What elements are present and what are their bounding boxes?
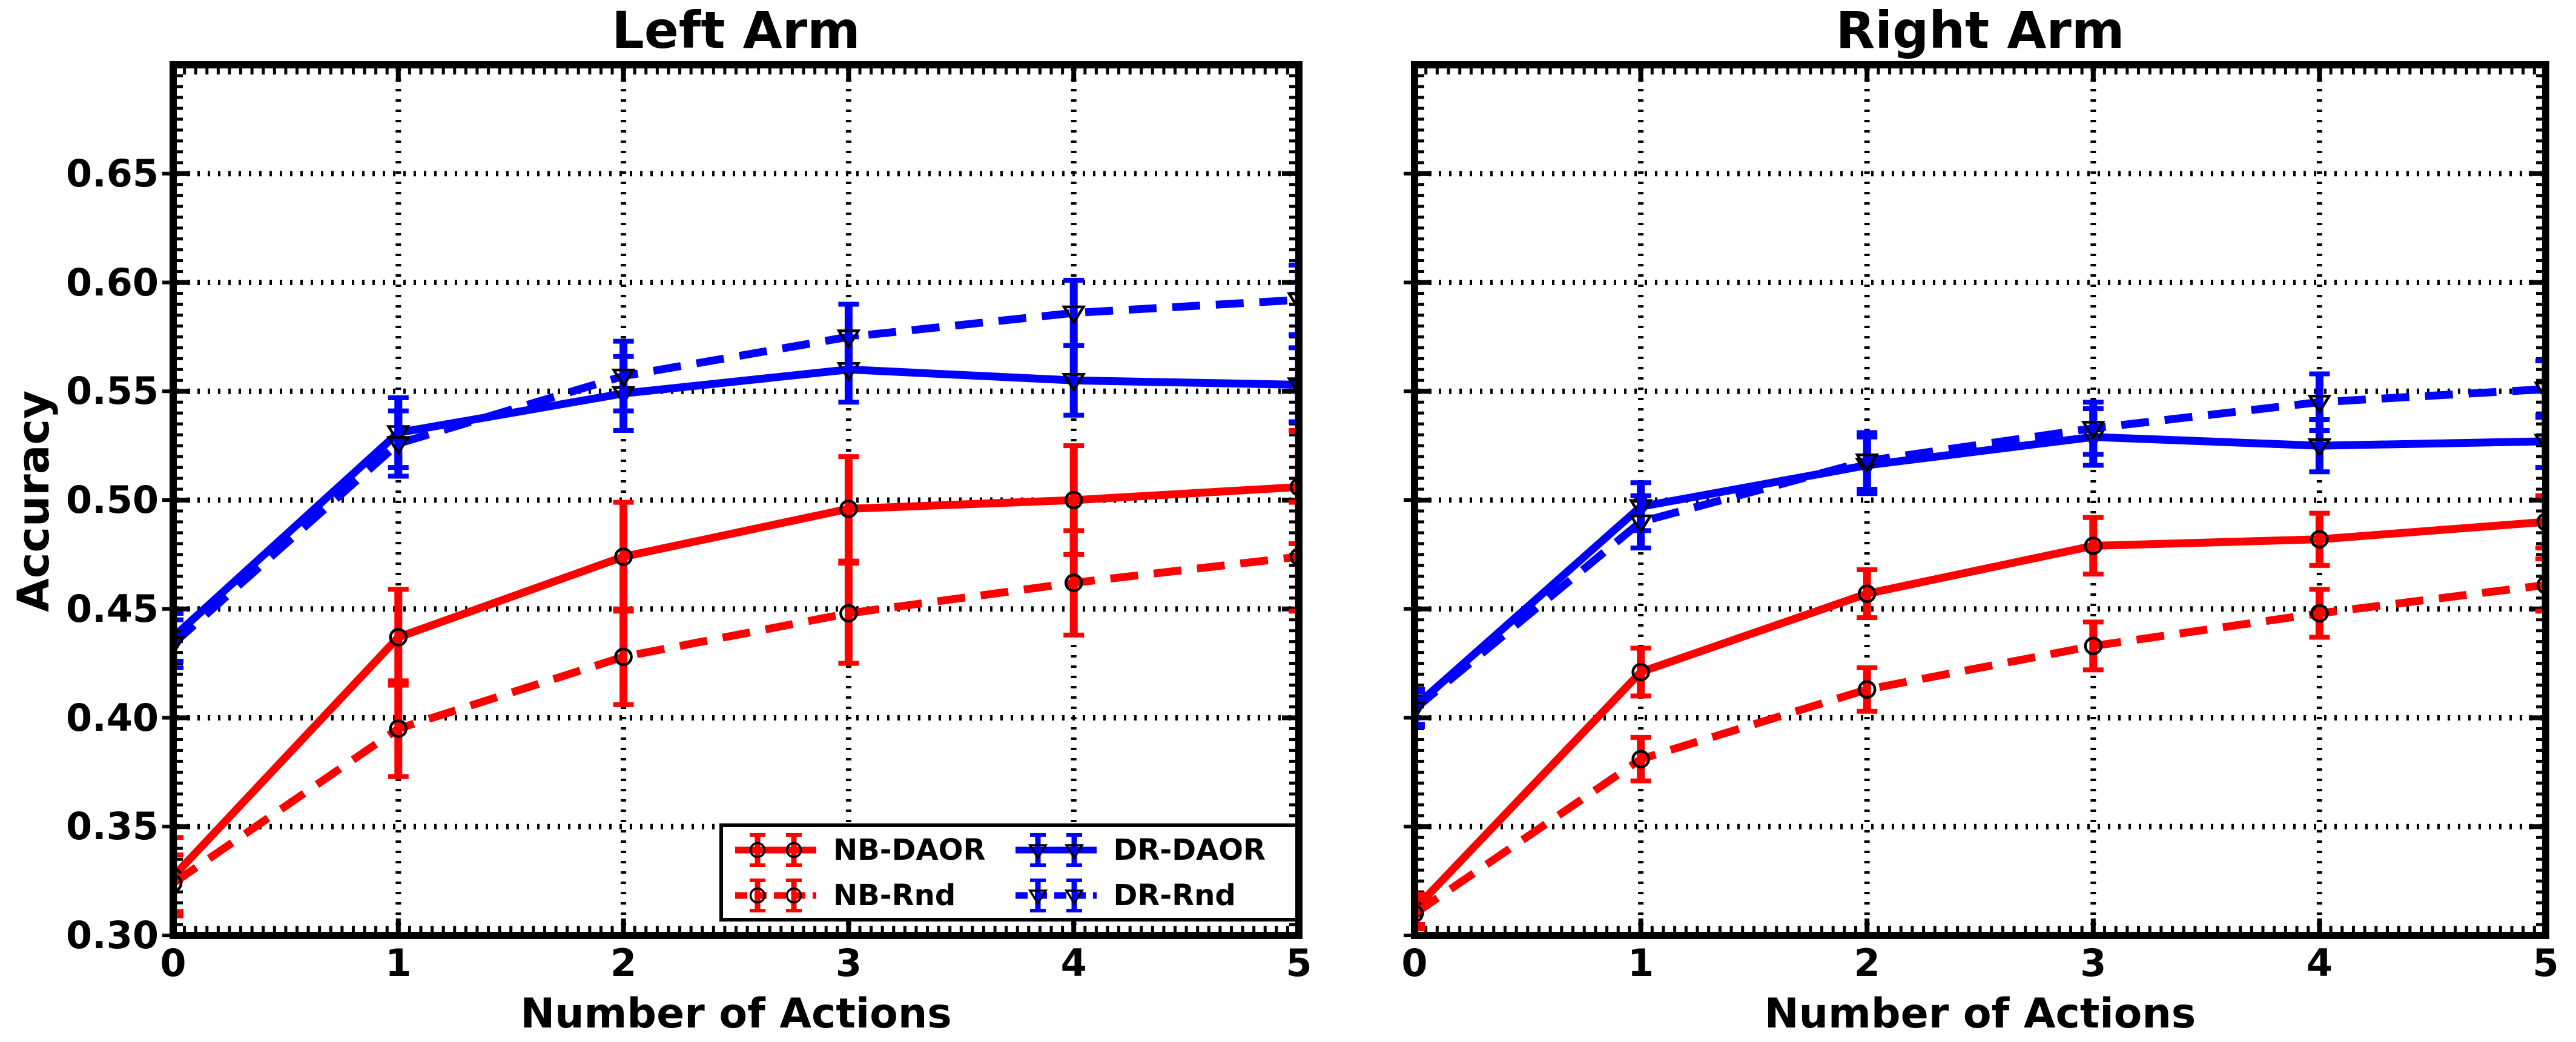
right-panel-title: Right Arm — [1835, 1, 2125, 60]
circle-marker — [2310, 530, 2329, 549]
triangle-down-marker — [1628, 514, 1653, 535]
x-tick-label: 5 — [2532, 941, 2559, 985]
circle-marker — [389, 719, 408, 738]
circle-marker — [1631, 750, 1650, 769]
triangle-down-marker — [2081, 421, 2105, 441]
x-tick-label: 0 — [1401, 941, 1428, 985]
right-x-axis-label: Number of Actions — [1764, 990, 2196, 1038]
legend-label: NB-Rnd — [833, 878, 956, 912]
legend-key-triangle-icon — [1015, 833, 1097, 867]
x-tick-label: 2 — [610, 941, 637, 985]
x-tick-label: 4 — [2306, 941, 2333, 985]
y-tick-label: 0.40 — [66, 695, 159, 740]
circle-marker — [614, 647, 633, 667]
legend-label: NB-DAOR — [833, 833, 986, 867]
y-tick-label: 0.35 — [66, 804, 159, 849]
x-tick-label: 0 — [160, 941, 187, 985]
legend-entry-DR-DAOR: DR-DAOR — [1011, 831, 1291, 869]
circle-marker — [2084, 536, 2103, 555]
legend-key-circle-icon — [735, 833, 816, 867]
circle-marker — [389, 628, 408, 647]
circle-marker — [614, 547, 633, 566]
circle-marker — [839, 604, 858, 623]
triangle-down-marker — [611, 368, 636, 389]
legend-key-triangle-icon — [1015, 878, 1097, 912]
circle-marker — [839, 500, 858, 518]
x-tick-label: 5 — [1286, 941, 1312, 985]
circle-marker — [1631, 662, 1650, 682]
legend: NB-DAOR NB-Rnd DR-DAOR DR-Rnd — [719, 823, 1299, 922]
axes-spines — [170, 61, 1303, 939]
circle-marker — [1064, 490, 1083, 510]
triangle-down-marker — [836, 329, 861, 349]
circle-marker — [2084, 636, 2103, 656]
y-tick-label: 0.30 — [66, 913, 159, 957]
legend-entry-NB-Rnd: NB-Rnd — [730, 876, 1011, 915]
axis-ticks — [162, 68, 1301, 938]
triangle-down-marker — [1062, 305, 1086, 326]
circle-marker — [1857, 680, 1877, 699]
panel-right — [1404, 61, 2549, 939]
legend-key-circle-icon — [735, 878, 816, 912]
x-tick-label: 1 — [1628, 941, 1654, 985]
axes-spines — [1411, 61, 2549, 939]
y-tick-label: 0.65 — [66, 151, 159, 196]
legend-entry-DR-Rnd: DR-Rnd — [1011, 876, 1291, 915]
y-tick-label: 0.45 — [66, 586, 159, 631]
y-tick-label: 0.50 — [66, 478, 159, 522]
series-DR-Rnd — [170, 262, 1303, 670]
x-tick-label: 1 — [385, 941, 412, 985]
y-tick-label: 0.55 — [66, 369, 159, 414]
left-x-axis-label: Number of Actions — [520, 990, 952, 1038]
triangle-down-marker — [386, 436, 411, 456]
axis-ticks — [1404, 68, 2548, 938]
triangle-down-marker — [1855, 453, 1880, 473]
left-panel-title: Left Arm — [612, 1, 860, 60]
circle-marker — [2310, 604, 2329, 623]
x-tick-label: 2 — [1854, 941, 1880, 985]
panel-left — [162, 61, 1303, 939]
x-tick-label: 3 — [835, 941, 862, 985]
triangle-down-marker — [2307, 438, 2332, 458]
circle-marker — [1064, 573, 1083, 592]
triangle-down-marker — [1062, 373, 1086, 393]
legend-label: DR-Rnd — [1113, 878, 1236, 912]
circle-marker — [1857, 584, 1877, 603]
legend-entry-NB-DAOR: NB-DAOR — [730, 831, 1011, 869]
x-tick-label: 4 — [1060, 941, 1087, 985]
x-tick-label: 3 — [2080, 941, 2107, 985]
gridlines — [177, 68, 1295, 932]
series-NB-DAOR — [1411, 493, 2549, 928]
legend-label: DR-DAOR — [1113, 833, 1266, 867]
y-tick-label: 0.60 — [66, 260, 159, 305]
gridlines — [1418, 68, 2542, 932]
triangle-down-marker — [2307, 394, 2332, 415]
